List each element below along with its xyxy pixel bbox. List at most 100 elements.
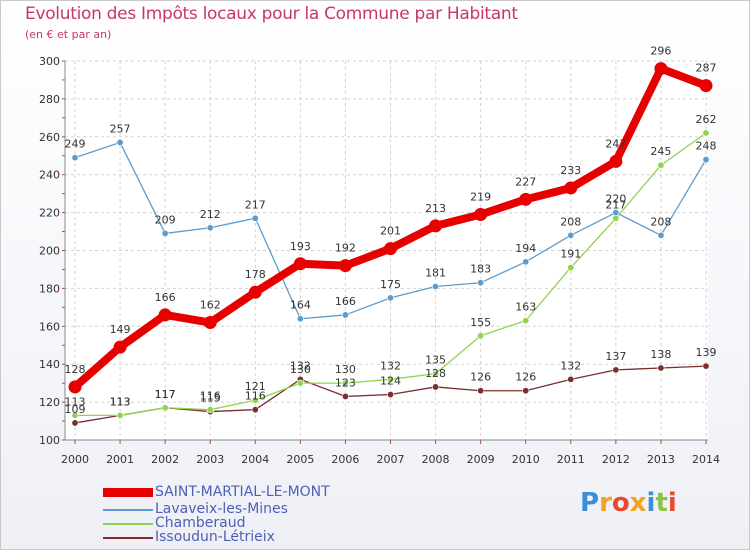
data-point: [341, 379, 349, 387]
data-point: [474, 207, 488, 221]
data-point: [203, 316, 217, 330]
data-point: [71, 411, 79, 419]
legend-item-lavaveix[interactable]: Lavaveix-les-Mines: [103, 502, 288, 517]
data-point: [432, 283, 440, 291]
data-label: 130: [335, 363, 356, 376]
data-label: 113: [110, 395, 131, 408]
data-label: 164: [290, 299, 311, 312]
data-label: 155: [470, 316, 491, 329]
data-label: 217: [605, 198, 626, 211]
x-tick-label: 2010: [512, 453, 540, 466]
data-label: 128: [65, 363, 86, 376]
data-label: 183: [470, 263, 491, 276]
data-point: [567, 231, 575, 239]
x-tick-label: 2013: [647, 453, 675, 466]
x-tick-label: 2002: [151, 453, 179, 466]
x-tick-label: 2005: [286, 453, 314, 466]
data-point: [702, 129, 710, 137]
data-label: 128: [425, 367, 446, 380]
data-point: [386, 294, 394, 302]
y-tick-label: 160: [39, 320, 60, 333]
data-point: [702, 156, 710, 164]
data-point: [657, 364, 665, 372]
data-label: 213: [425, 202, 446, 215]
data-label: 192: [335, 242, 356, 255]
data-point: [338, 259, 352, 273]
x-tick-label: 2008: [422, 453, 450, 466]
legend-swatch-chamberaud: [103, 522, 153, 525]
data-label: 178: [245, 268, 266, 281]
data-label: 138: [650, 348, 671, 361]
x-tick-label: 2000: [61, 453, 89, 466]
data-point: [519, 192, 533, 206]
data-point: [612, 366, 620, 374]
data-label: 245: [650, 145, 671, 158]
data-point: [113, 340, 127, 354]
data-point: [251, 214, 259, 222]
data-point: [296, 379, 304, 387]
chart-subtitle: (en € et par an): [25, 28, 112, 41]
data-point: [477, 387, 485, 395]
data-point: [567, 264, 575, 272]
data-point: [386, 375, 394, 383]
x-tick-label: 2001: [106, 453, 134, 466]
data-label: 220: [605, 193, 626, 206]
legend-item-saint-martial[interactable]: SAINT-MARTIAL-LE-MONT: [103, 485, 330, 500]
data-point: [68, 380, 82, 394]
data-point: [71, 154, 79, 162]
data-label: 217: [245, 198, 266, 211]
data-point: [296, 315, 304, 323]
data-point: [206, 406, 214, 414]
legend-swatch-lavaveix: [103, 508, 153, 511]
data-point: [386, 391, 394, 399]
y-tick-label: 100: [39, 434, 60, 447]
data-point: [657, 231, 665, 239]
y-tick-label: 280: [39, 93, 60, 106]
data-label: 124: [380, 375, 401, 388]
data-label: 191: [560, 248, 581, 261]
data-label: 287: [696, 62, 717, 75]
data-label: 137: [605, 350, 626, 363]
x-tick-label: 2012: [602, 453, 630, 466]
data-point: [429, 219, 443, 233]
legend-item-issoudun[interactable]: Issoudun-Létrieix: [103, 530, 275, 545]
data-point: [567, 375, 575, 383]
data-point: [609, 154, 623, 168]
logo-letter: P: [580, 488, 600, 518]
data-point: [657, 161, 665, 169]
data-label: 162: [200, 299, 221, 312]
legend-label-saint-martial: SAINT-MARTIAL-LE-MONT: [155, 484, 330, 500]
legend-label-issoudun: Issoudun-Létrieix: [155, 529, 275, 545]
data-label: 163: [515, 301, 536, 314]
logo-letter: r: [599, 488, 612, 518]
data-point: [161, 404, 169, 412]
data-label: 115: [200, 392, 221, 405]
data-point: [206, 224, 214, 232]
data-label: 181: [425, 267, 446, 280]
data-label: 121: [245, 380, 266, 393]
data-point: [702, 362, 710, 370]
data-point: [158, 308, 172, 322]
data-point: [71, 419, 79, 427]
y-tick-label: 140: [39, 358, 60, 371]
data-label: 166: [155, 291, 176, 304]
data-label: 132: [560, 359, 581, 372]
data-label: 116: [245, 390, 266, 403]
y-tick-label: 180: [39, 282, 60, 295]
x-tick-label: 2004: [241, 453, 269, 466]
x-tick-label: 2003: [196, 453, 224, 466]
data-point: [477, 332, 485, 340]
proxiti-logo[interactable]: Proxiti: [580, 488, 677, 518]
series-layer: [68, 62, 713, 427]
data-label: 126: [470, 371, 491, 384]
x-tick-label: 2009: [467, 453, 495, 466]
y-tick-label: 240: [39, 169, 60, 182]
data-label: 126: [515, 371, 536, 384]
data-label: 208: [650, 215, 671, 228]
legend-item-chamberaud[interactable]: Chamberaud: [103, 516, 245, 531]
data-point: [116, 411, 124, 419]
data-label: 139: [696, 346, 717, 359]
data-point: [522, 387, 530, 395]
chart-title: Evolution des Impôts locaux pour la Comm…: [25, 4, 518, 24]
